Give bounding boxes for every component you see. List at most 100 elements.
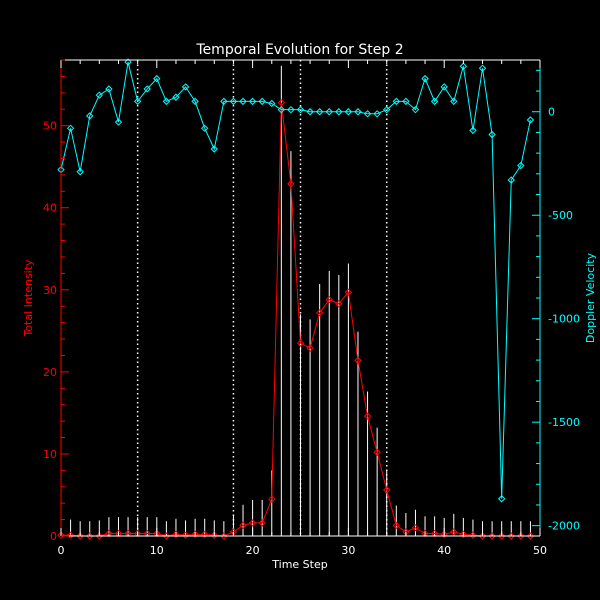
x-tick-label-40: 40 <box>437 544 451 557</box>
intensity-point-44 <box>478 532 487 540</box>
velocity-point-2 <box>76 168 84 176</box>
intensity-point-12 <box>172 530 180 539</box>
intensity-point-28 <box>325 295 333 304</box>
intensity-point-34 <box>383 486 391 494</box>
velocity-point-36 <box>402 97 410 106</box>
intensity-point-35 <box>392 521 401 530</box>
intensity-point-29 <box>335 300 343 308</box>
velocity-point-23 <box>277 105 286 114</box>
intensity-point-1 <box>66 531 75 539</box>
intensity-point-4 <box>95 532 104 540</box>
velocity-point-15 <box>200 124 209 133</box>
intensity-point-14 <box>191 530 199 539</box>
x-tick-label-30: 30 <box>341 544 355 557</box>
y-tick-label-50: 50 <box>43 120 57 133</box>
plot-area: 0 10 20 30 40 5001020304050-2000-1500-1000-50… <box>43 58 580 557</box>
intensity-point-48 <box>517 532 525 540</box>
y-tick-label-10: 10 <box>43 448 57 461</box>
velocity-point-44 <box>478 64 487 72</box>
intensity-point-17 <box>220 532 228 540</box>
velocity-point-17 <box>220 97 228 106</box>
velocity-point-6 <box>114 118 123 126</box>
intensity-point-46 <box>497 532 506 540</box>
velocity-point-4 <box>95 91 104 99</box>
intensity-point-49 <box>526 532 535 540</box>
intensity-point-26 <box>306 344 314 352</box>
velocity-point-8 <box>133 97 142 106</box>
y2-axis-label: Doppler Velocity <box>584 252 597 343</box>
intensity-point-11 <box>162 532 171 540</box>
velocity-point-25 <box>296 105 305 114</box>
velocity-point-19 <box>239 97 247 106</box>
intensity-point-38 <box>421 529 429 538</box>
intensity-point-32 <box>363 412 372 420</box>
intensity-point-43 <box>469 531 477 539</box>
intensity-point-37 <box>411 524 420 532</box>
intensity-point-2 <box>76 532 84 540</box>
velocity-point-31 <box>354 108 362 116</box>
y2-tick-label--1500: -1500 <box>548 416 580 429</box>
intensity-point-42 <box>459 530 468 539</box>
x-tick-label-0: 0 <box>58 544 65 557</box>
x-tick-label-50: 50 <box>533 544 547 557</box>
velocity-point-37 <box>411 105 420 114</box>
intensity-point-33 <box>373 448 381 456</box>
intensity-point-24 <box>287 180 295 188</box>
intensity-point-25 <box>296 339 305 347</box>
velocity-point-38 <box>421 74 429 83</box>
velocity-point-18 <box>229 97 238 106</box>
x-tick-label-20: 20 <box>246 544 260 557</box>
velocity-point-13 <box>181 83 190 91</box>
intensity-point-0 <box>57 531 65 539</box>
intensity-point-19 <box>239 521 247 530</box>
velocity-point-1 <box>66 124 75 133</box>
velocity-point-10 <box>153 74 161 83</box>
intensity-line <box>61 102 531 537</box>
y2-tick-label--1000: -1000 <box>548 313 580 326</box>
intensity-point-45 <box>488 532 496 540</box>
velocity-point-24 <box>287 105 295 114</box>
intensity-point-31 <box>354 356 362 365</box>
y-tick-label-0: 0 <box>50 530 57 543</box>
y-axis-label: Total Intensity <box>22 259 35 338</box>
velocity-point-11 <box>162 97 171 106</box>
intensity-point-5 <box>105 529 113 538</box>
intensity-point-10 <box>153 529 161 538</box>
velocity-point-20 <box>248 97 257 106</box>
intensity-point-21 <box>258 519 266 527</box>
velocity-point-21 <box>258 97 266 106</box>
y-tick-label-20: 20 <box>43 366 57 379</box>
velocity-point-12 <box>172 93 180 101</box>
y2-tick-label--2000: -2000 <box>548 520 580 533</box>
velocity-point-22 <box>268 99 276 108</box>
chart-title: Temporal Evolution for Step 2 <box>195 42 403 58</box>
y2-tick-label-0: 0 <box>548 106 555 119</box>
intensity-point-30 <box>344 288 353 296</box>
intensity-point-6 <box>114 529 123 538</box>
velocity-point-3 <box>86 112 94 120</box>
intensity-point-8 <box>133 529 142 538</box>
velocity-point-7 <box>124 58 132 66</box>
velocity-point-9 <box>143 85 151 93</box>
intensity-point-23 <box>277 98 286 107</box>
intensity-point-27 <box>315 309 324 317</box>
intensity-point-9 <box>143 529 151 538</box>
velocity-point-47 <box>507 176 515 184</box>
velocity-point-34 <box>383 105 391 114</box>
velocity-point-30 <box>344 108 353 116</box>
velocity-point-14 <box>191 97 199 106</box>
intensity-point-41 <box>450 528 458 536</box>
velocity-point-45 <box>488 130 496 139</box>
intensity-point-22 <box>268 495 276 503</box>
velocity-point-35 <box>392 97 401 106</box>
velocity-point-16 <box>210 145 218 153</box>
velocity-point-40 <box>440 83 448 91</box>
intensity-point-13 <box>181 531 190 539</box>
intensity-point-39 <box>430 529 439 538</box>
intensity-point-3 <box>86 532 94 540</box>
y-tick-label-30: 30 <box>43 284 57 297</box>
y-tick-label-40: 40 <box>43 202 57 215</box>
velocity-point-39 <box>430 97 439 106</box>
velocity-point-33 <box>373 110 381 118</box>
